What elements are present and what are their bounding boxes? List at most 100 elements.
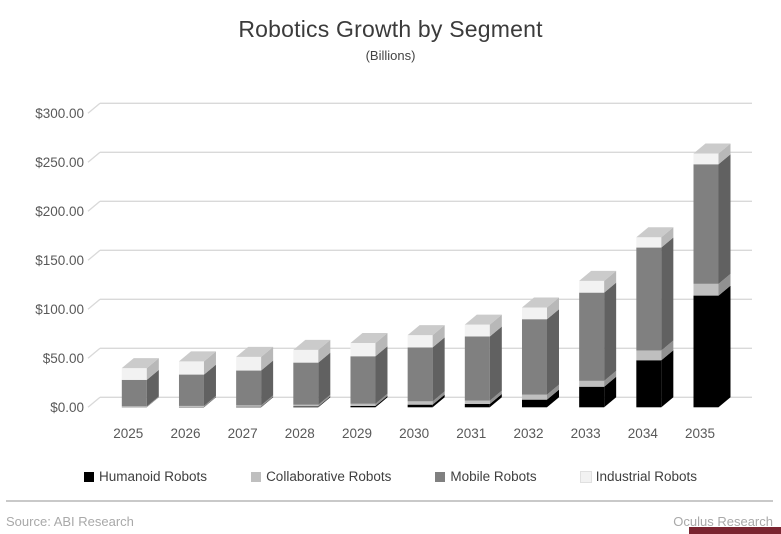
bar-segment bbox=[521, 394, 547, 400]
bar-segment-side bbox=[432, 391, 445, 405]
legend-swatch-icon bbox=[579, 470, 592, 483]
bar-segment bbox=[178, 361, 204, 375]
bar-segment-side bbox=[146, 369, 159, 407]
bar-top-face bbox=[350, 333, 388, 344]
x-tick-label: 2034 bbox=[628, 426, 659, 441]
bar-segment-side bbox=[203, 396, 216, 408]
bar-segment bbox=[407, 404, 433, 408]
bar-segment-side bbox=[146, 396, 159, 408]
bar-segment bbox=[121, 379, 147, 407]
bar-segment bbox=[636, 237, 662, 248]
bar-segment bbox=[464, 400, 490, 404]
bar-segment-side bbox=[661, 340, 674, 361]
bar-2027 bbox=[236, 346, 274, 408]
bar-segment-side bbox=[718, 154, 731, 284]
legend-item-industrial: Industrial Robots bbox=[579, 469, 697, 484]
bar-segment bbox=[350, 403, 376, 406]
bar-segment bbox=[236, 406, 262, 408]
bar-segment-side bbox=[261, 395, 274, 407]
legend-label: Mobile Robots bbox=[450, 469, 537, 484]
x-tick-label: 2028 bbox=[285, 426, 315, 441]
bar-segment-side bbox=[146, 397, 159, 408]
bar-segment-side bbox=[546, 384, 559, 400]
bar-segment bbox=[293, 406, 319, 408]
chart-title: Robotics Growth by Segment bbox=[238, 16, 543, 42]
bar-2029 bbox=[350, 333, 388, 408]
bar-segment-side bbox=[661, 227, 674, 248]
bar-segment-side bbox=[604, 282, 617, 381]
source-text: Source: ABI Research bbox=[6, 514, 134, 529]
bar-segment bbox=[350, 343, 376, 357]
bar-segment bbox=[521, 319, 547, 395]
y-tick-label: $0.00 bbox=[50, 400, 84, 415]
bar-segment bbox=[464, 403, 490, 408]
bar-segment bbox=[636, 247, 662, 351]
bar-segment-side bbox=[604, 370, 617, 387]
bar-top-face bbox=[579, 270, 617, 281]
bar-2025 bbox=[121, 358, 159, 408]
bar-segment-side bbox=[261, 396, 274, 408]
y-tick-label: $250.00 bbox=[35, 155, 84, 170]
bar-2026 bbox=[178, 351, 216, 408]
bar-segment bbox=[236, 405, 262, 407]
bar-segment-side bbox=[375, 395, 388, 408]
bar-segment bbox=[464, 324, 490, 337]
bar-segment-side bbox=[489, 390, 502, 404]
x-tick-label: 2027 bbox=[228, 426, 258, 441]
bar-segment-side bbox=[432, 325, 445, 348]
y-gridline-connector bbox=[87, 102, 101, 114]
y-gridline-connector bbox=[87, 200, 101, 212]
bar-segment-side bbox=[661, 350, 674, 408]
bar-segment bbox=[407, 401, 433, 405]
y-tick-label: $100.00 bbox=[35, 302, 84, 317]
bar-top-face bbox=[693, 143, 731, 154]
bar-segment-side bbox=[718, 285, 731, 408]
bar-segment bbox=[636, 360, 662, 408]
bar-segment-side bbox=[432, 337, 445, 402]
bar-segment-side bbox=[489, 326, 502, 401]
bar-segment-side bbox=[261, 360, 274, 406]
bar-segment-side bbox=[604, 270, 617, 293]
bar-segment bbox=[407, 335, 433, 348]
bar-segment bbox=[293, 362, 319, 405]
legend-label: Humanoid Robots bbox=[99, 469, 208, 484]
x-tick-label: 2029 bbox=[342, 426, 372, 441]
bar-segment-side bbox=[718, 273, 731, 296]
bar-segment bbox=[236, 370, 262, 406]
bar-segment-side bbox=[546, 389, 559, 408]
bar-2032 bbox=[521, 297, 559, 408]
bar-segment bbox=[636, 350, 662, 361]
bar-2030 bbox=[407, 325, 445, 408]
bar-segment bbox=[521, 307, 547, 320]
bar-segment bbox=[407, 347, 433, 402]
bar-segment bbox=[350, 405, 376, 408]
bar-2028 bbox=[293, 339, 331, 408]
bar-segment-side bbox=[261, 346, 274, 371]
x-tick-label: 2025 bbox=[113, 426, 143, 441]
bar-segment bbox=[521, 399, 547, 408]
bar-segment-side bbox=[318, 396, 331, 408]
bar-segment-side bbox=[318, 352, 331, 405]
footer-divider bbox=[6, 500, 773, 502]
bar-segment bbox=[121, 406, 147, 408]
bar-segment bbox=[693, 164, 719, 284]
bar-segment bbox=[236, 356, 262, 371]
y-gridline-connector bbox=[87, 347, 101, 359]
y-gridline-connector bbox=[87, 151, 101, 163]
y-tick-label: $300.00 bbox=[35, 106, 84, 121]
bar-segment-side bbox=[146, 358, 159, 380]
bar-segment-side bbox=[203, 351, 216, 375]
bar-segment bbox=[693, 153, 719, 165]
legend-label: Industrial Robots bbox=[595, 469, 697, 484]
y-gridline-connector bbox=[87, 249, 101, 261]
legend-swatch-icon bbox=[251, 471, 262, 482]
bar-top-face bbox=[521, 297, 559, 308]
y-tick-label: $200.00 bbox=[35, 204, 84, 219]
bar-2035 bbox=[693, 143, 731, 408]
bar-segment-side bbox=[375, 393, 388, 406]
brand-text: Oculus Research bbox=[673, 514, 773, 529]
bar-segment bbox=[121, 368, 147, 380]
bar-2031 bbox=[464, 314, 502, 408]
bar-top-face bbox=[293, 339, 331, 350]
bar-segment bbox=[178, 405, 204, 407]
